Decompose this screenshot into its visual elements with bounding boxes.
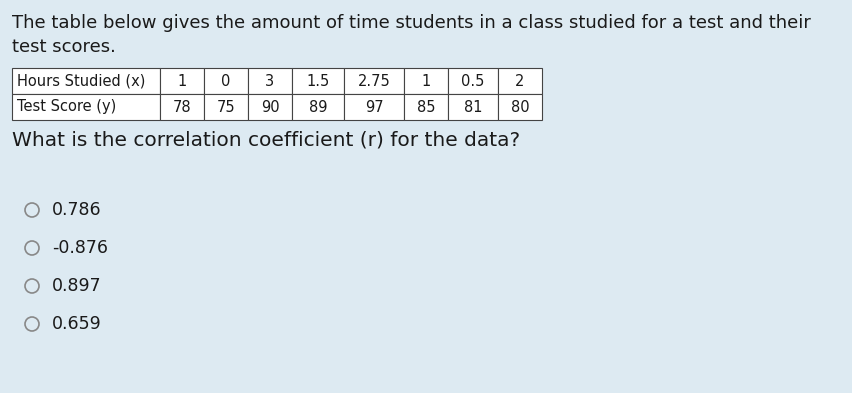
Circle shape (25, 317, 39, 331)
Bar (404, 94, 448, 120)
Text: The table below gives the amount of time students in a class studied for a test : The table below gives the amount of time… (12, 14, 811, 32)
Text: test scores.: test scores. (12, 38, 116, 56)
Bar (498, 94, 542, 120)
Text: What is the correlation coefficient (r) for the data?: What is the correlation coefficient (r) … (12, 130, 520, 149)
Bar (448, 94, 498, 120)
Text: 85: 85 (417, 99, 435, 114)
Bar (344, 68, 404, 94)
Text: 0.897: 0.897 (52, 277, 101, 295)
Text: 90: 90 (261, 99, 279, 114)
Bar (160, 68, 204, 94)
Text: 81: 81 (463, 99, 482, 114)
Bar (12, 94, 160, 120)
Bar (292, 94, 344, 120)
Text: 97: 97 (365, 99, 383, 114)
Circle shape (25, 279, 39, 293)
Bar (12, 68, 160, 94)
Text: 1: 1 (177, 73, 187, 88)
Text: 1: 1 (422, 73, 430, 88)
Text: 2: 2 (515, 73, 525, 88)
Text: Hours Studied (x): Hours Studied (x) (17, 73, 146, 88)
Circle shape (25, 203, 39, 217)
Text: 0.786: 0.786 (52, 201, 101, 219)
Text: 0.5: 0.5 (461, 73, 485, 88)
Text: 3: 3 (266, 73, 274, 88)
Bar (160, 94, 204, 120)
Bar (292, 68, 344, 94)
Text: 1.5: 1.5 (307, 73, 330, 88)
Text: Test Score (y): Test Score (y) (17, 99, 116, 114)
Bar (204, 94, 248, 120)
Text: 89: 89 (308, 99, 327, 114)
Circle shape (25, 241, 39, 255)
Text: 75: 75 (216, 99, 235, 114)
Text: 0: 0 (222, 73, 231, 88)
Bar (448, 68, 498, 94)
Bar (204, 68, 248, 94)
Text: 80: 80 (510, 99, 529, 114)
Bar (498, 68, 542, 94)
Bar (248, 94, 292, 120)
Text: 0.659: 0.659 (52, 315, 101, 333)
Bar (248, 68, 292, 94)
Bar (404, 68, 448, 94)
Bar (344, 94, 404, 120)
Text: 2.75: 2.75 (358, 73, 390, 88)
Text: 78: 78 (173, 99, 192, 114)
Text: -0.876: -0.876 (52, 239, 108, 257)
